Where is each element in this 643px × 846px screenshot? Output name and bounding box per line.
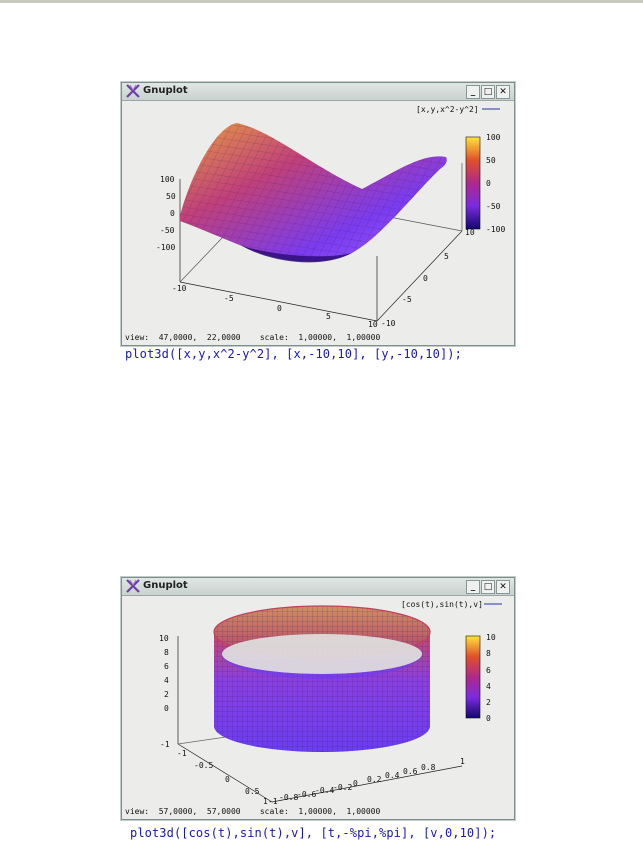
colorbar-ticks: 100 50 0 -50 -100 — [486, 133, 505, 234]
y-tick-label: 0.6 — [403, 767, 418, 776]
y-tick-label: 0 — [353, 779, 358, 788]
colorbar — [465, 136, 481, 230]
colorbar-tick-label: 10 — [486, 633, 496, 642]
z-axis-ticks: 10 8 6 4 2 0 -1 — [159, 634, 170, 749]
x-tick-label: -10 — [172, 284, 187, 293]
z-tick-label: 0 — [164, 704, 169, 713]
colorbar-tick-label: 4 — [486, 682, 491, 691]
z-tick-label: 4 — [164, 676, 169, 685]
y-tick-label: -0.6 — [297, 790, 316, 799]
z-tick-label: 100 — [160, 175, 175, 184]
colorbar-tick-label: 0 — [486, 714, 491, 723]
window-titlebar[interactable]: Gnuplot _ □ ✕ — [122, 83, 514, 101]
x-tick-label: 10 — [368, 320, 378, 329]
plot-area-saddle[interactable]: [x,y,x^2-y^2] 100 50 0 -50 -100 100 50 0… — [122, 101, 514, 329]
y-tick-label: -1 — [268, 797, 278, 804]
minimize-button[interactable]: _ — [466, 580, 480, 594]
y-axis-ticks: -1 -0.8 -0.6 -0.4 -0.2 0 0.2 0.4 0.6 0.8… — [268, 757, 465, 804]
z-tick-label: 0 — [170, 209, 175, 218]
close-button[interactable]: ✕ — [496, 85, 510, 99]
y-tick-label: -0.8 — [279, 793, 298, 802]
x-tick-label: 5 — [326, 312, 331, 321]
colorbar — [465, 635, 481, 719]
x-axis-ticks: -1 -0.5 0 0.5 1 — [177, 749, 268, 804]
colorbar-tick-label: 100 — [486, 133, 501, 142]
z-tick-label: -100 — [156, 243, 175, 252]
y-axis-ticks: 10 5 0 -5 -10 — [381, 228, 475, 328]
maximize-button[interactable]: □ — [481, 580, 495, 594]
x-tick-label: 1 — [263, 797, 268, 804]
colorbar-tick-label: 50 — [486, 156, 496, 165]
x-tick-label: -0.5 — [194, 761, 213, 770]
x-tick-label: 0 — [225, 775, 230, 784]
colorbar-tick-label: 6 — [486, 666, 491, 675]
legend-label: [cos(t),sin(t),v] — [401, 600, 483, 609]
y-tick-label: 1 — [460, 757, 465, 766]
gnuplot-app-icon — [126, 579, 140, 593]
y-tick-label: -0.2 — [333, 783, 352, 792]
gnuplot-window-cylinder[interactable]: Gnuplot _ □ ✕ — [121, 577, 515, 820]
x-tick-label: -5 — [224, 294, 234, 303]
window-title: Gnuplot — [143, 85, 188, 96]
colorbar-tick-label: 2 — [486, 698, 491, 707]
close-button[interactable]: ✕ — [496, 580, 510, 594]
y-tick-label: 0.4 — [385, 771, 400, 780]
x-axis-ticks: -10 -5 0 5 10 — [172, 284, 378, 329]
colorbar-tick-label: 0 — [486, 179, 491, 188]
y-tick-label: 0 — [423, 274, 428, 283]
window-titlebar[interactable]: Gnuplot _ □ ✕ — [122, 578, 514, 596]
colorbar-tick-label: 8 — [486, 649, 491, 658]
maxima-command-saddle: plot3d([x,y,x^2-y^2], [x,-10,10], [y,-10… — [125, 347, 462, 361]
colorbar-ticks: 10 8 6 4 2 0 — [486, 633, 496, 723]
saddle-surface — [180, 123, 447, 263]
cylinder-surface — [213, 605, 431, 752]
gnuplot-window-saddle[interactable]: Gnuplot _ □ ✕ [x,y,x^2-y^2] — [121, 82, 515, 346]
colorbar-tick-label: -100 — [486, 225, 505, 234]
y-tick-label: 0.2 — [367, 775, 382, 784]
z-tick-label: 2 — [164, 690, 169, 699]
z-tick-label: 6 — [164, 662, 169, 671]
y-tick-label: -5 — [402, 295, 412, 304]
z-tick-label: -50 — [160, 226, 175, 235]
z-tick-label: 10 — [159, 634, 169, 643]
maximize-button[interactable]: □ — [481, 85, 495, 99]
legend-label: [x,y,x^2-y^2] — [416, 105, 479, 114]
z-tick-label: -1 — [160, 740, 170, 749]
y-tick-label: 5 — [444, 252, 449, 261]
y-tick-label: 0.8 — [421, 763, 436, 772]
y-tick-label: 10 — [465, 228, 475, 237]
maxima-command-cylinder: plot3d([cos(t),sin(t),v], [t,-%pi,%pi], … — [130, 826, 497, 840]
status-bar: view: 57,0000, 57,0000 scale: 1,00000, 1… — [125, 807, 381, 816]
x-tick-label: -1 — [177, 749, 187, 758]
window-title: Gnuplot — [143, 580, 188, 591]
x-tick-label: 0 — [277, 304, 282, 313]
z-tick-label: 8 — [164, 648, 169, 657]
page-top-rule — [0, 0, 643, 3]
y-tick-label: -10 — [381, 319, 396, 328]
minimize-button[interactable]: _ — [466, 85, 480, 99]
plot-area-cylinder[interactable]: [cos(t),sin(t),v] 10 8 6 4 2 0 10 8 6 4 … — [122, 596, 514, 804]
y-tick-label: -0.4 — [315, 786, 334, 795]
gnuplot-app-icon — [126, 84, 140, 98]
status-bar: view: 47,0000, 22,0000 scale: 1,00000, 1… — [125, 333, 381, 342]
z-tick-label: 50 — [166, 192, 176, 201]
z-axis-ticks: 100 50 0 -50 -100 — [156, 175, 176, 252]
colorbar-tick-label: -50 — [486, 202, 501, 211]
x-tick-label: 0.5 — [245, 787, 260, 796]
